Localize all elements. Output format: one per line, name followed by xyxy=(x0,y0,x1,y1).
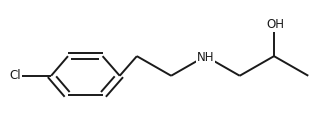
Text: NH: NH xyxy=(197,51,214,63)
Text: Cl: Cl xyxy=(10,69,21,82)
Text: OH: OH xyxy=(267,18,284,31)
